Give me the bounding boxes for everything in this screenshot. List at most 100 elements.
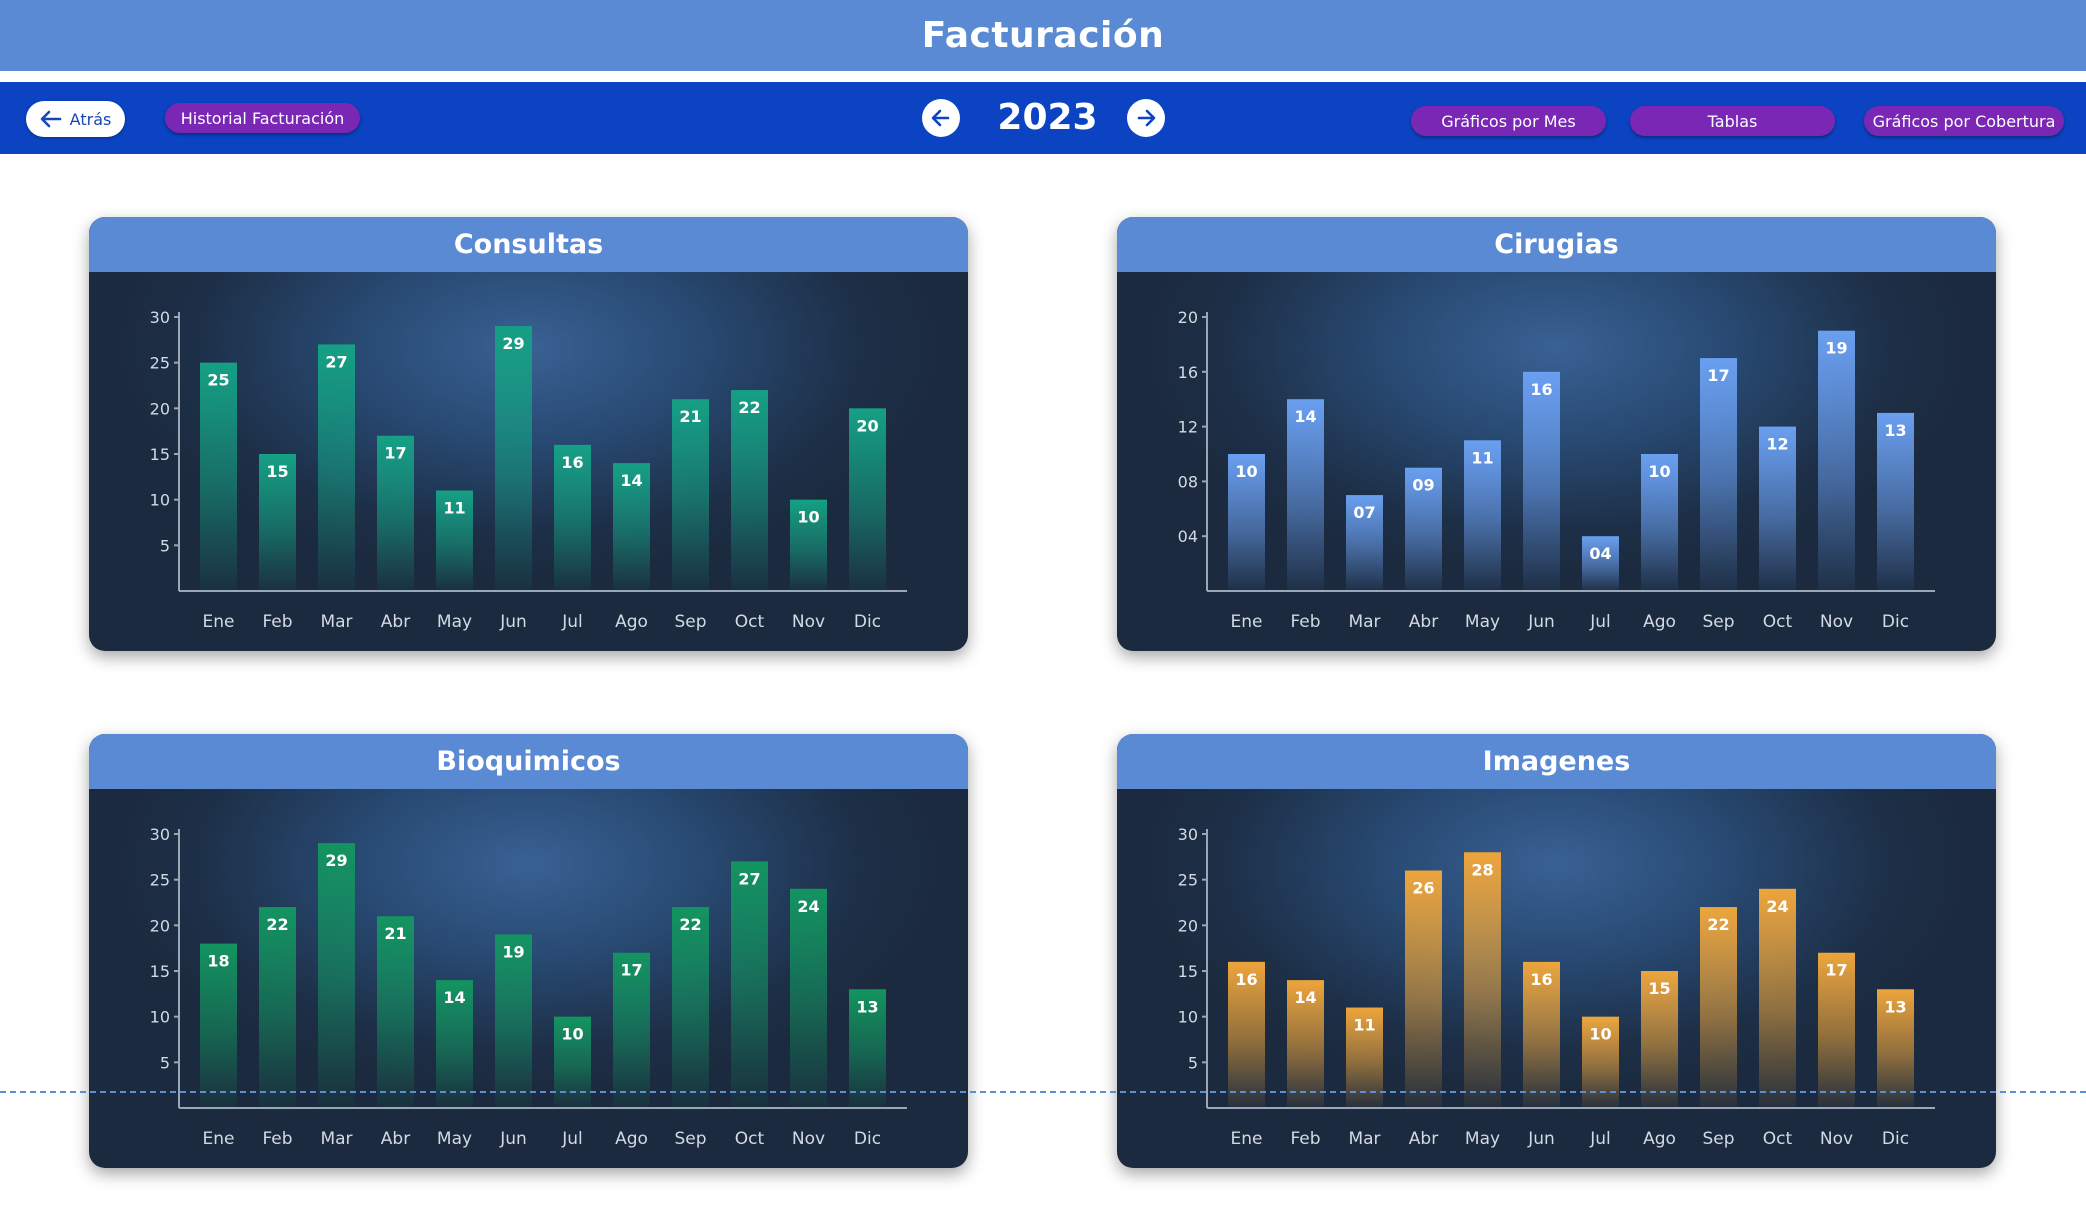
- bar-jun: [495, 326, 532, 591]
- x-tick-label: Ago: [615, 1129, 648, 1149]
- y-tick-label: 20: [150, 916, 170, 935]
- y-tick-label: 25: [150, 871, 170, 890]
- bar-value-label: 22: [266, 915, 288, 934]
- bar-dic: [849, 989, 886, 1108]
- bar-feb: [1287, 980, 1324, 1108]
- y-tick-label: 25: [1178, 871, 1198, 890]
- x-tick-label: Sep: [674, 1129, 706, 1149]
- bioquimicos-chart: 5 10 15 20 25 30 18 Ene 22 Feb 29 Mar 21 Abr 14 May 19 Ju…: [150, 825, 907, 1149]
- bar-value-label: 16: [561, 453, 583, 472]
- bar-value-label: 15: [1648, 979, 1670, 998]
- x-tick-label: Ago: [615, 612, 648, 632]
- bar-value-label: 29: [502, 334, 524, 353]
- bar-value-label: 07: [1353, 503, 1375, 522]
- y-tick-label: 20: [150, 399, 170, 418]
- tab-tablas[interactable]: Tablas: [1630, 106, 1835, 136]
- x-tick-label: May: [1465, 1129, 1500, 1149]
- x-tick-label: Jun: [1527, 1129, 1555, 1149]
- bar-value-label: 19: [502, 942, 524, 961]
- cirugias-chart: 04 08 12 16 20 10 Ene 14 Feb 07 Mar 09 Abr 11 May 16 Jun…: [1178, 308, 1935, 632]
- x-tick-label: Dic: [854, 612, 881, 632]
- x-tick-label: Nov: [1820, 612, 1853, 632]
- imagenes-chart: 5 10 15 20 25 30 16 Ene 14 Feb 11 Mar 26 Abr 28 May 16 Ju…: [1178, 825, 1935, 1149]
- bar-value-label: 24: [1766, 897, 1788, 916]
- bar-ene: [200, 362, 237, 591]
- bar-value-label: 19: [1825, 339, 1847, 358]
- bar-sep: [1700, 358, 1737, 591]
- chart-title: Imagenes: [1117, 734, 1996, 789]
- bar-value-label: 22: [738, 398, 760, 417]
- bar-value-label: 09: [1412, 476, 1434, 495]
- arrow-left-icon: [40, 110, 61, 128]
- y-tick-label: 30: [150, 825, 170, 844]
- x-tick-label: Ene: [1231, 612, 1263, 632]
- x-tick-label: Sep: [1702, 1129, 1734, 1149]
- bar-may: [1464, 440, 1501, 591]
- bar-mar: [1346, 495, 1383, 591]
- x-tick-label: Jul: [561, 1129, 583, 1149]
- bar-value-label: 17: [1707, 366, 1729, 385]
- bar-mar: [318, 843, 355, 1108]
- bar-oct: [731, 390, 768, 591]
- bar-value-label: 17: [620, 961, 642, 980]
- x-tick-label: Abr: [381, 612, 410, 632]
- y-tick-label: 15: [150, 962, 170, 981]
- bar-value-label: 20: [856, 416, 878, 435]
- bar-nov: [1818, 952, 1855, 1108]
- bar-may: [1464, 852, 1501, 1108]
- next-year-button[interactable]: [1127, 99, 1165, 137]
- bar-ago: [613, 463, 650, 591]
- history-button[interactable]: Historial Facturación: [165, 103, 360, 133]
- x-tick-label: Jul: [561, 612, 583, 632]
- bar-value-label: 15: [266, 462, 288, 481]
- x-tick-label: Ago: [1643, 1129, 1676, 1149]
- bar-nov: [1818, 330, 1855, 591]
- bar-sep: [672, 399, 709, 591]
- bar-value-label: 16: [1235, 970, 1257, 989]
- bar-may: [436, 980, 473, 1108]
- x-tick-label: Sep: [674, 612, 706, 632]
- bar-value-label: 18: [207, 952, 229, 971]
- bar-jul: [1582, 536, 1619, 591]
- bar-mar: [318, 344, 355, 591]
- y-tick-label: 5: [1188, 1053, 1198, 1072]
- bar-value-label: 10: [797, 508, 819, 527]
- arrow-right-icon: [1137, 109, 1156, 127]
- x-tick-label: Abr: [1409, 1129, 1438, 1149]
- prev-year-button[interactable]: [922, 99, 960, 137]
- bar-sep: [672, 907, 709, 1108]
- x-tick-label: Dic: [1882, 1129, 1909, 1149]
- x-tick-label: Nov: [1820, 1129, 1853, 1149]
- tab-graficos-por-cobertura[interactable]: Gráficos por Cobertura: [1864, 106, 2064, 136]
- x-tick-label: May: [437, 612, 472, 632]
- x-tick-label: Dic: [854, 1129, 881, 1149]
- y-tick-label: 10: [1178, 1008, 1198, 1027]
- back-button[interactable]: Atrás: [26, 101, 125, 137]
- x-tick-label: Abr: [381, 1129, 410, 1149]
- bar-value-label: 22: [1707, 915, 1729, 934]
- bar-value-label: 10: [561, 1025, 583, 1044]
- bar-nov: [790, 499, 827, 591]
- x-tick-label: Nov: [792, 1129, 825, 1149]
- x-tick-label: Mar: [1348, 612, 1380, 632]
- tab-graficos-por-mes[interactable]: Gráficos por Mes: [1411, 106, 1606, 136]
- y-tick-label: 12: [1178, 418, 1198, 437]
- x-tick-label: Feb: [262, 1129, 292, 1149]
- y-tick-label: 08: [1178, 472, 1198, 491]
- x-tick-label: May: [1465, 612, 1500, 632]
- bar-ene: [1228, 961, 1265, 1108]
- chart-card-bioquimicos: Bioquimicos 5 10 15 20 25 30 18 Ene 22 Feb 29 Mar 21…: [89, 734, 968, 1168]
- bar-sep: [1700, 907, 1737, 1108]
- chart-title: Cirugias: [1117, 217, 1996, 272]
- x-tick-label: Jun: [499, 612, 527, 632]
- bar-feb: [259, 907, 296, 1108]
- arrow-left-icon: [931, 109, 950, 127]
- bar-value-label: 25: [207, 371, 229, 390]
- bar-jul: [554, 444, 591, 591]
- bar-value-label: 29: [325, 851, 347, 870]
- y-tick-label: 15: [1178, 962, 1198, 981]
- bar-value-label: 26: [1412, 879, 1434, 898]
- consultas-chart: 5 10 15 20 25 30 25 Ene 15 Feb 27 Mar 17 Abr 11 May 29 Ju…: [150, 308, 907, 632]
- bar-value-label: 14: [1294, 407, 1316, 426]
- bar-value-label: 10: [1589, 1025, 1611, 1044]
